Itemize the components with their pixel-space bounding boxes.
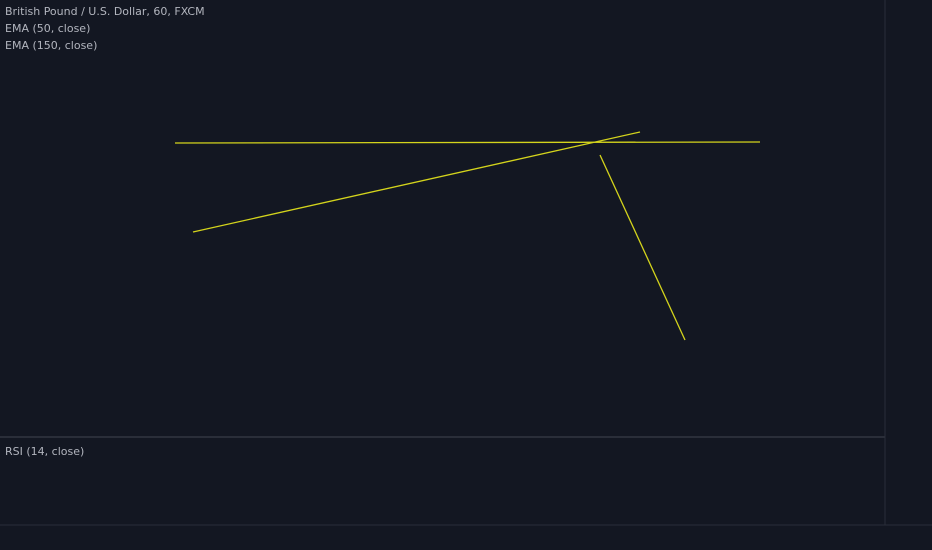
rsi-title: RSI (14, close) (5, 445, 84, 458)
symbol-title: British Pound / U.S. Dollar, 60, FXCM (5, 5, 205, 18)
legend-entry: EMA (50, close) (5, 22, 90, 35)
trend-line (192, 131, 641, 233)
projection-line (599, 154, 686, 341)
trend-line (174, 141, 761, 144)
legend-entry: EMA (150, close) (5, 39, 97, 52)
